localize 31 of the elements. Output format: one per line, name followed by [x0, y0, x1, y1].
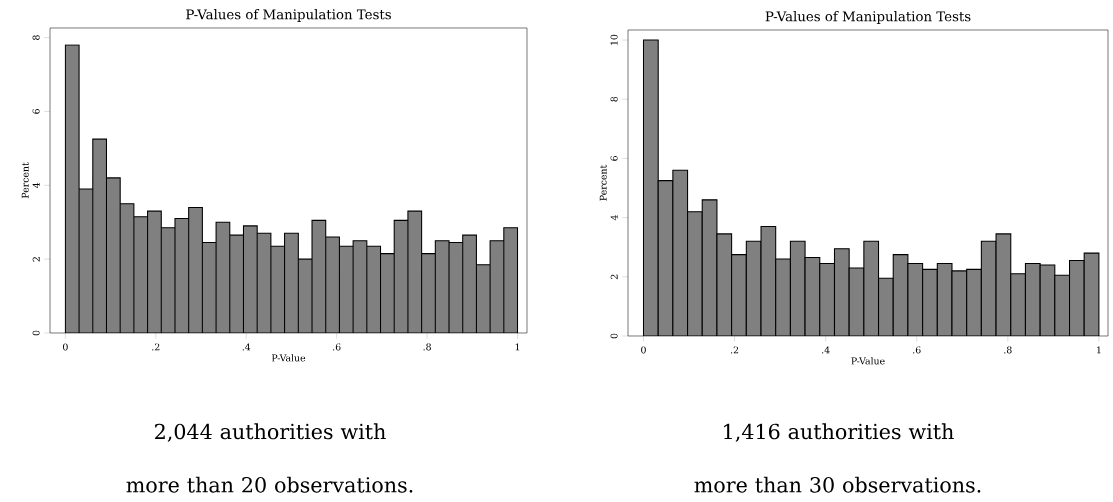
x-tick-label: 0 [63, 343, 68, 351]
x-axis-title: P-Value [271, 354, 306, 362]
y-tick-label: 6 [610, 156, 618, 161]
x-tick-label: .8 [1004, 346, 1012, 354]
x-tick-label: .8 [423, 343, 431, 351]
y-tick-label: 8 [610, 96, 618, 102]
y-tick-label: 0 [32, 330, 40, 336]
chart-title: P-Values of Manipulation Tests [765, 11, 971, 24]
text: 1,416 authorities with more than 30 observations. [694, 423, 981, 493]
y-tick-label: 10 [610, 34, 618, 45]
y-tick-label: 6 [32, 109, 40, 114]
y-tick-label: 2 [32, 257, 40, 262]
x-tick-label: .4 [242, 343, 251, 351]
text: 2,044 authorities with more than 20 observations. [126, 423, 413, 493]
y-axis-title: Percent [21, 162, 29, 199]
x-tick-label: .2 [152, 343, 160, 351]
y-tick-label: 0 [610, 333, 618, 339]
y-tick-label: 2 [610, 274, 618, 280]
x-tick-label: .6 [913, 346, 921, 354]
x-tick-label: .6 [333, 343, 341, 351]
y-tick-label: 8 [32, 35, 40, 40]
y-tick-label: 4 [610, 215, 618, 221]
x-tick-label: 1 [1097, 346, 1101, 354]
x-tick-label: .4 [822, 346, 830, 354]
x-tick-label: .2 [731, 346, 739, 354]
chart-title: P-Values of Manipulation Tests [186, 9, 391, 22]
y-axis-title: Percent [599, 164, 607, 201]
x-tick-label: 1 [515, 343, 520, 351]
x-axis-title: P-Value [851, 357, 885, 365]
y-tick-label: 4 [32, 182, 40, 188]
x-tick-label: 0 [641, 346, 646, 354]
